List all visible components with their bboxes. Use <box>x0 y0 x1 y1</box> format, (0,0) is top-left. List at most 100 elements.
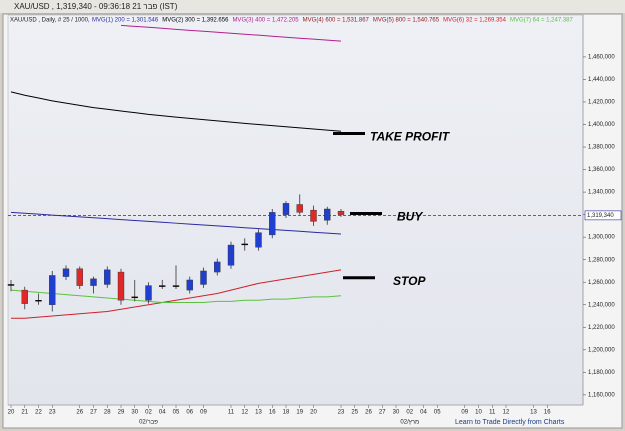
ma-line <box>11 269 342 319</box>
candle-body <box>172 285 180 287</box>
candle-body <box>324 208 331 221</box>
month-label: 02/מרץ <box>400 420 419 426</box>
annotation-text: STOP <box>393 274 426 288</box>
current-price-box <box>584 210 622 221</box>
x-tick-label: 30 <box>131 410 138 416</box>
y-tick-label: 1,340,000 <box>588 190 615 196</box>
x-tick-label: 09 <box>200 410 207 416</box>
y-tick-label: 1,260,000 <box>588 280 615 286</box>
x-tick-label: 26 <box>365 410 372 416</box>
x-tick-label: 18 <box>283 410 290 416</box>
candle-body <box>7 284 15 286</box>
legend-entry: MVG(5) 800 = 1,540.765 <box>373 18 440 24</box>
candle-body <box>186 279 193 291</box>
legend-entry: MVG(1) 200 = 1,301.546 <box>92 18 159 24</box>
window-title: XAU/USD , 1,319,340 - 09:36:18 21 פבר (I… <box>14 2 178 11</box>
legend-entry: MVG(3) 400 = 1,472.205 <box>232 18 299 24</box>
x-tick-label: 06 <box>186 410 193 416</box>
x-tick-label: 16 <box>269 410 276 416</box>
legend-entry: MVG(7) 64 = 1,247.387 <box>510 18 574 24</box>
y-tick-label: 1,460,000 <box>588 54 615 60</box>
y-tick-label: 1,420,000 <box>588 100 615 106</box>
x-tick-label: 12 <box>503 410 510 416</box>
annotation-text: TAKE PROFIT <box>370 130 451 144</box>
candle-body <box>49 275 56 305</box>
x-tick-label: 19 <box>296 410 303 416</box>
candle-body <box>35 300 42 302</box>
x-tick-label: 29 <box>118 410 125 416</box>
x-tick-label: 28 <box>104 410 111 416</box>
legend-entry: MVG(6) 32 = 1,269.354 <box>443 18 507 24</box>
candle-body <box>227 244 235 266</box>
x-tick-label: 02 <box>406 410 413 416</box>
x-tick-label: 13 <box>530 410 537 416</box>
x-tick-label: 04 <box>159 410 166 416</box>
y-tick-label: 1,400,000 <box>588 122 615 128</box>
x-tick-label: 27 <box>379 410 386 416</box>
candle-body <box>255 232 262 248</box>
x-tick-label: 12 <box>241 410 248 416</box>
legend-entry: MVG(4) 600 = 1,531.867 <box>303 18 370 24</box>
y-tick-label: 1,180,000 <box>588 370 615 376</box>
x-tick-label: 23 <box>338 410 345 416</box>
candle-body <box>200 270 207 285</box>
chart-subtitle: XAU/USD , Daily, # 25 / 1000, <box>10 18 90 24</box>
y-tick-label: 1,280,000 <box>588 257 615 263</box>
x-tick-label: 23 <box>49 410 56 416</box>
candle-body <box>296 204 303 213</box>
x-tick-label: 26 <box>76 410 83 416</box>
ma-line <box>10 211 342 235</box>
x-tick-label: 05 <box>173 410 180 416</box>
x-tick-label: 09 <box>461 410 468 416</box>
x-tick-label: 13 <box>255 410 262 416</box>
y-tick-label: 1,200,000 <box>588 347 615 353</box>
current-price-label: 1,319,340 <box>587 213 614 219</box>
x-tick-label: 20 <box>8 410 15 416</box>
x-tick-label: 16 <box>544 410 551 416</box>
candle-body <box>241 243 248 246</box>
candle-body <box>282 203 290 215</box>
candle-body <box>117 271 125 301</box>
x-tick-label: 25 <box>351 410 358 416</box>
title-bar <box>0 0 625 13</box>
x-tick-label: 27 <box>90 410 97 416</box>
ma-line <box>120 24 342 42</box>
candle-body <box>104 269 111 285</box>
x-tick-label: 04 <box>420 410 427 416</box>
candle-body <box>131 296 138 299</box>
x-tick-label: 21 <box>21 410 28 416</box>
candle-body <box>269 212 276 236</box>
footer: Learn to Trade Directly from Charts <box>455 419 565 426</box>
candle-body <box>214 261 221 273</box>
month-label: 02/פבר <box>139 420 158 426</box>
y-tick-label: 1,440,000 <box>588 77 615 83</box>
candle-body <box>76 268 83 286</box>
candle-body <box>310 209 317 222</box>
y-tick-label: 1,160,000 <box>588 392 615 398</box>
x-tick-label: 10 <box>475 410 482 416</box>
legend-entry: MVG(2) 300 = 1,392.656 <box>162 18 229 24</box>
x-tick-label: 02 <box>145 410 152 416</box>
plot-area <box>7 14 584 406</box>
y-tick-label: 1,240,000 <box>588 302 615 308</box>
ma-line <box>10 289 342 303</box>
x-tick-label: 05 <box>434 410 441 416</box>
ma-line <box>10 91 342 132</box>
candle-body <box>145 285 152 301</box>
y-tick-label: 1,360,000 <box>588 167 615 173</box>
x-tick-label: 11 <box>489 410 496 416</box>
candle-body <box>21 289 28 304</box>
candle-body <box>159 285 166 287</box>
candle-body <box>90 278 97 286</box>
y-tick-label: 1,380,000 <box>588 145 615 151</box>
x-tick-label: 22 <box>35 410 42 416</box>
x-tick-label: 20 <box>310 410 317 416</box>
y-tick-label: 1,220,000 <box>588 325 615 331</box>
annotation-text: BUY <box>397 210 423 224</box>
x-tick-label: 11 <box>228 410 235 416</box>
candle-body <box>62 268 70 277</box>
candle-body <box>337 211 345 215</box>
x-tick-label: 30 <box>393 410 400 416</box>
